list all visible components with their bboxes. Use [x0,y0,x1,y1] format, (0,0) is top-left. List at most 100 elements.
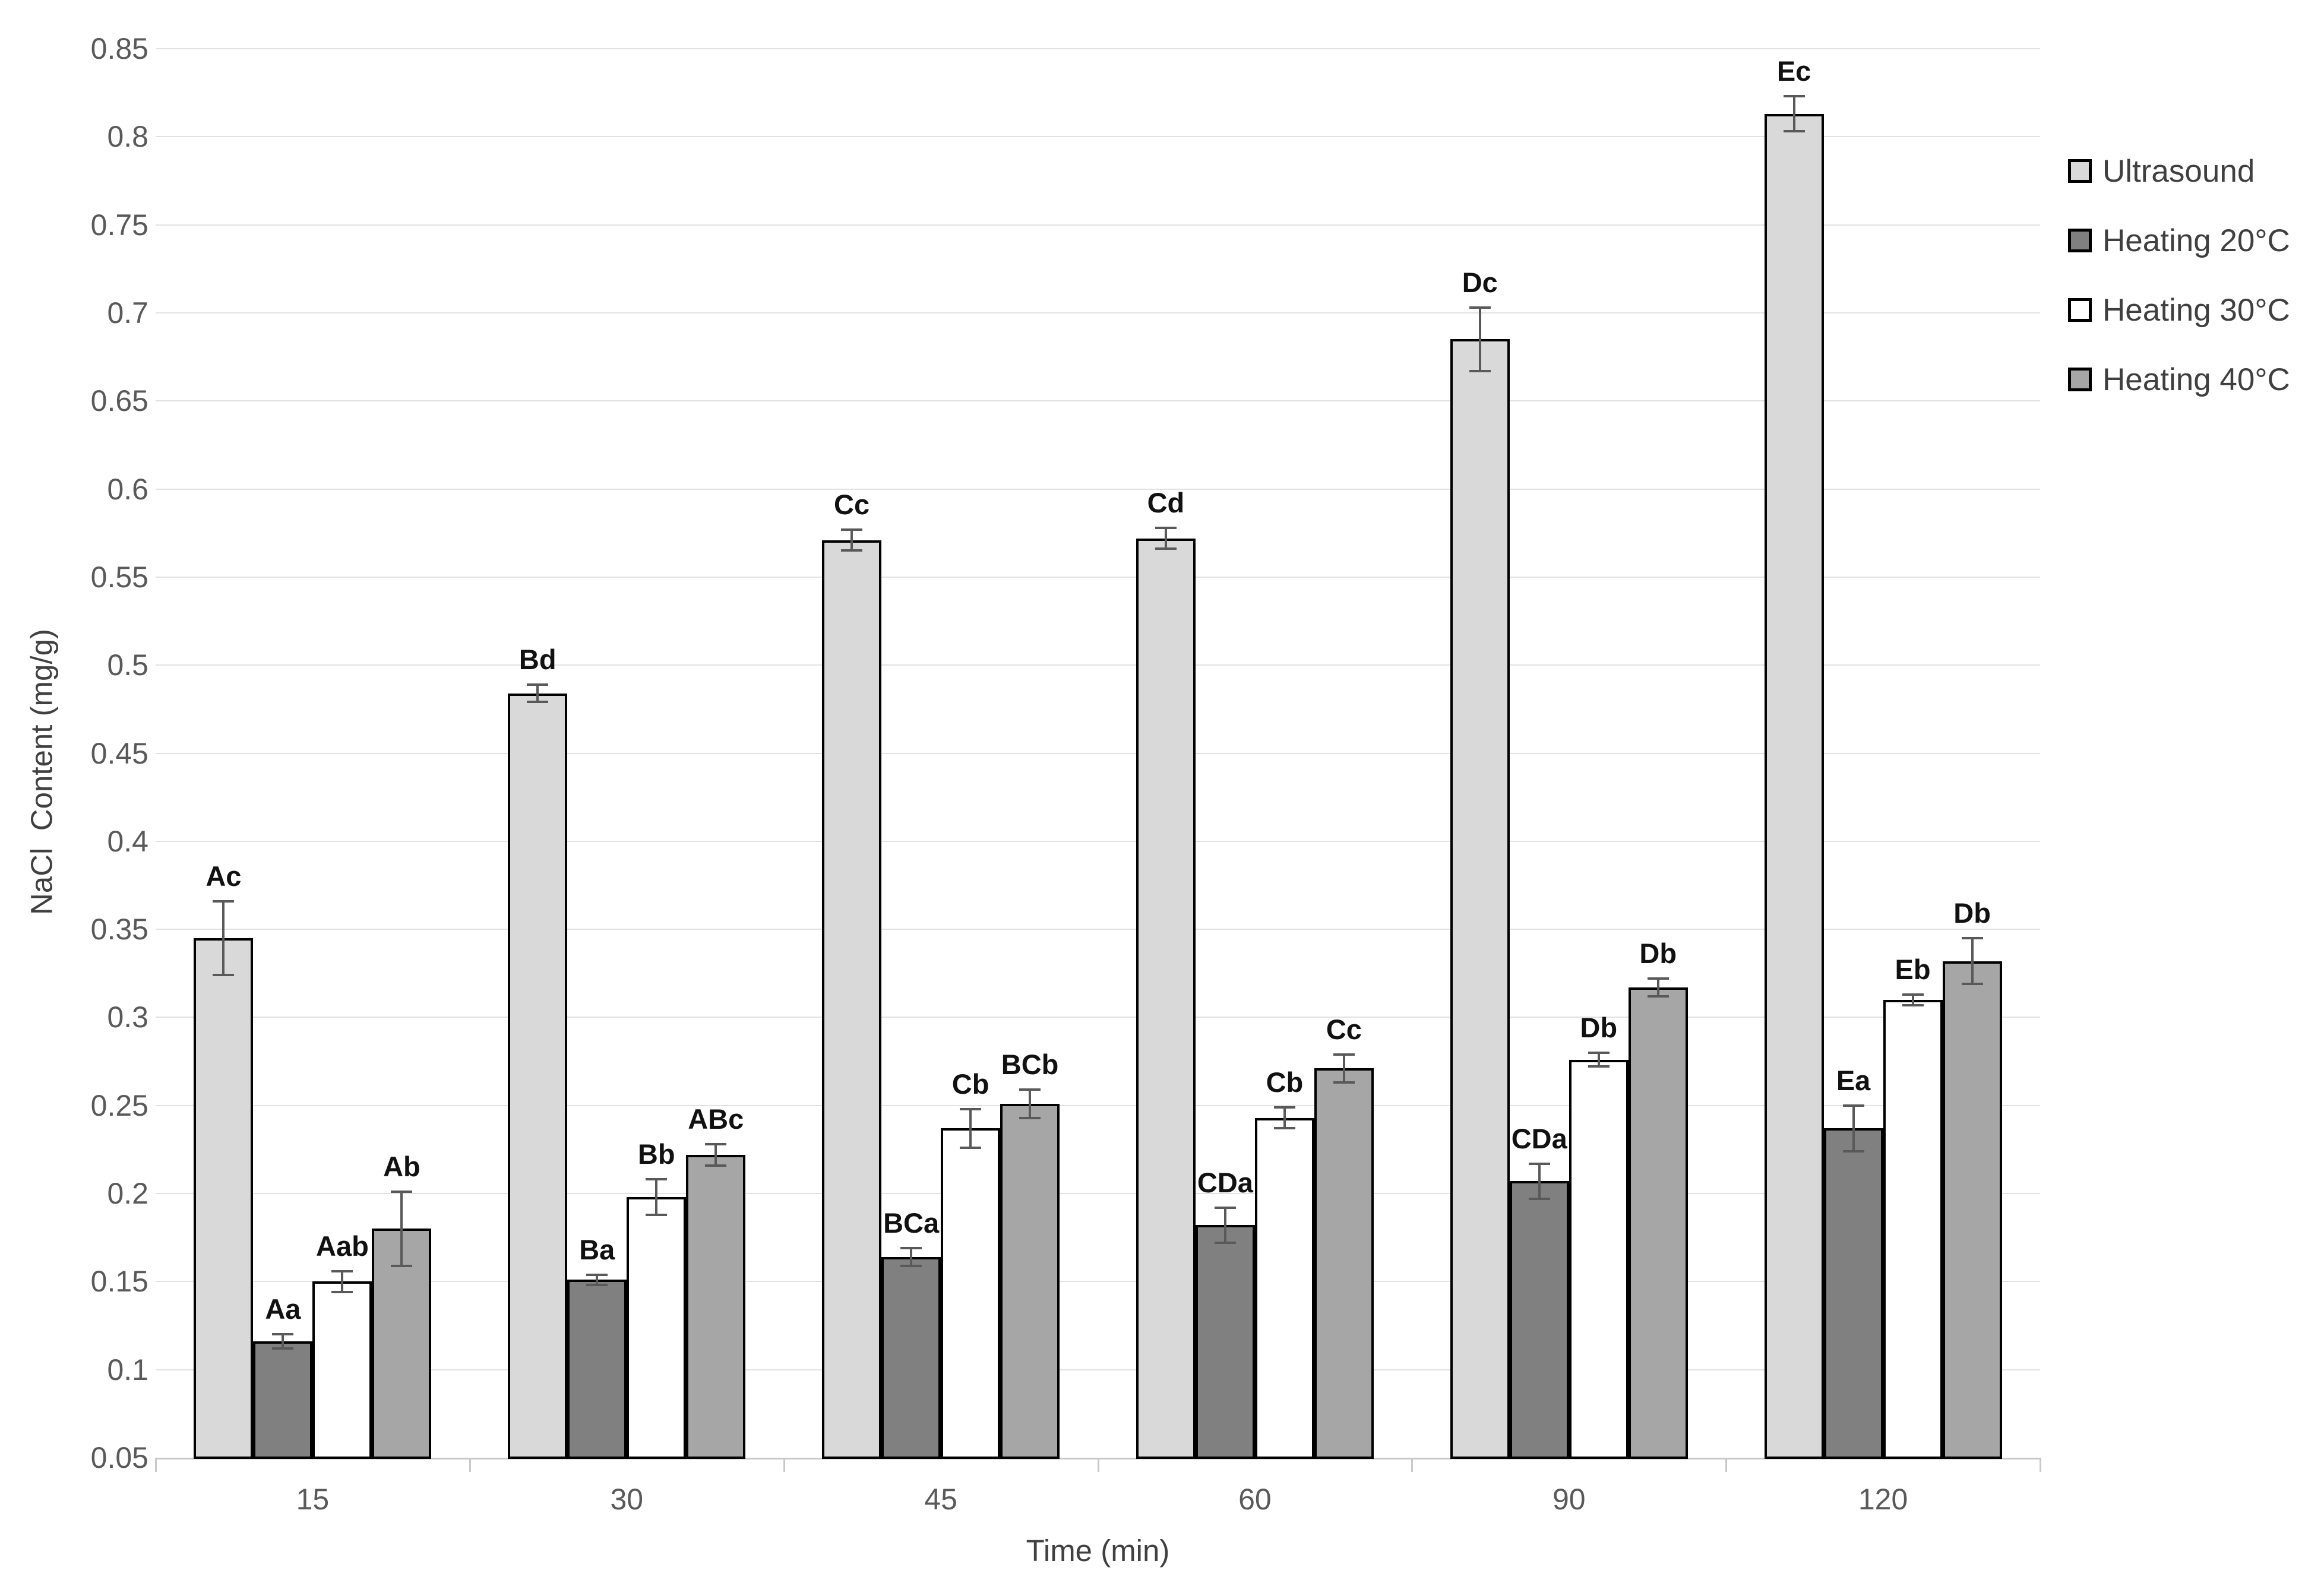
gridline [156,576,2040,578]
gridline [156,664,2040,666]
bar-label: Cc [1326,1013,1362,1045]
error-bar-cap [1019,1116,1041,1119]
bar-heating-40-c-15 [372,1229,432,1459]
y-tick-label: 0.2 [107,1177,148,1211]
bar-heating-20-c-60 [1195,1225,1255,1459]
y-tick-label: 0.35 [90,913,148,946]
bar-label: Aa [265,1293,301,1325]
error-bar-cap [1333,1053,1355,1056]
bar-label: BCa [883,1207,940,1239]
error-bar [596,1274,599,1286]
bar-ultrasound-45 [822,540,882,1459]
legend-label: Heating 30°C [2102,292,2290,328]
error-bar-cap [331,1269,353,1272]
bar-label: CDa [1197,1166,1253,1198]
error-bar [282,1334,284,1349]
bar-label: Db [1580,1011,1618,1043]
bar-label: Ec [1776,55,1811,87]
bar-heating-40-c-45 [1000,1103,1060,1459]
error-bar [1538,1163,1541,1199]
error-bar [1223,1207,1226,1243]
x-axis-tick [2040,1458,2041,1472]
error-bar-cap [1469,306,1491,309]
legend-label: Heating 40°C [2102,362,2290,397]
error-bar-cap [1588,1051,1610,1054]
error-bar [969,1109,972,1148]
y-tick-label: 0.05 [90,1441,148,1474]
error-bar-cap [1155,547,1177,550]
gridline [156,488,2040,490]
error-bar-cap [1528,1197,1550,1200]
error-bar [1852,1105,1855,1151]
gridline [156,752,2040,754]
x-axis-tick [783,1458,785,1472]
bar-ultrasound-60 [1136,538,1196,1459]
error-bar-cap [1783,130,1805,133]
bar-heating-30-c-45 [941,1128,1001,1459]
error-bar-cap [646,1213,668,1216]
error-bar-cap [586,1273,608,1276]
bar-label: Bd [518,643,557,675]
error-bar-cap [1902,993,1924,996]
gridline [156,224,2040,226]
x-tick-label: 120 [1858,1483,1908,1516]
error-bar-cap [1273,1106,1295,1109]
x-axis-tick [155,1458,157,1472]
bar-heating-20-c-15 [253,1341,313,1459]
bar-heating-30-c-30 [627,1196,687,1459]
legend-item-ultrasound: Ultrasound [2068,153,2255,189]
error-bar [1911,994,1914,1005]
error-bar [850,529,853,551]
error-bar-cap [213,974,235,977]
error-bar-cap [1842,1104,1864,1107]
error-bar-cap [272,1347,294,1350]
error-bar [1597,1052,1600,1067]
bar-label: Ab [383,1151,420,1183]
y-tick-label: 0.15 [90,1265,148,1299]
bar-label: Bb [637,1138,675,1170]
legend-item-heating-20-c: Heating 20°C [2068,223,2290,258]
error-bar [222,901,225,976]
error-bar-cap [391,1191,413,1193]
y-tick-label: 0.55 [90,560,148,594]
error-bar [655,1179,658,1215]
bar-heating-30-c-90 [1569,1059,1629,1459]
error-bar [1656,979,1659,996]
error-bar-cap [1155,526,1177,529]
bar-label: Ea [1836,1064,1871,1096]
gridline [156,1281,2040,1283]
bar-heating-30-c-60 [1254,1117,1314,1459]
error-bar-cap [1214,1206,1236,1209]
error-bar [400,1192,403,1266]
error-bar [1283,1107,1286,1129]
error-bar-cap [272,1333,294,1336]
bar-label: Ba [579,1233,615,1265]
y-tick-label: 0.65 [90,384,148,418]
x-tick-label: 60 [1238,1483,1272,1516]
error-bar-cap [1333,1081,1355,1084]
error-bar-cap [841,528,863,531]
bar-heating-20-c-90 [1509,1181,1569,1459]
bar-ultrasound-90 [1450,339,1510,1459]
x-axis-tick [1411,1458,1414,1472]
error-bar-cap [646,1178,668,1181]
error-bar-cap [527,701,549,704]
error-bar-cap [1273,1127,1295,1130]
x-axis-tick [469,1458,471,1472]
error-bar-cap [705,1164,727,1167]
legend-label: Ultrasound [2102,153,2255,189]
x-tick-label: 15 [296,1483,330,1516]
bar-label: Cc [834,488,870,520]
gridline [156,1369,2040,1370]
error-bar [910,1248,913,1266]
legend-item-heating-40-c: Heating 40°C [2068,362,2290,397]
bar-label: ABc [688,1103,744,1135]
bar-heating-40-c-120 [1942,961,2002,1459]
error-bar-cap [331,1291,353,1294]
error-bar-cap [900,1247,922,1250]
error-bar-cap [1647,977,1669,980]
error-bar-cap [1647,995,1669,998]
error-bar-cap [1961,983,1983,986]
bar-label: Cb [1266,1066,1304,1098]
